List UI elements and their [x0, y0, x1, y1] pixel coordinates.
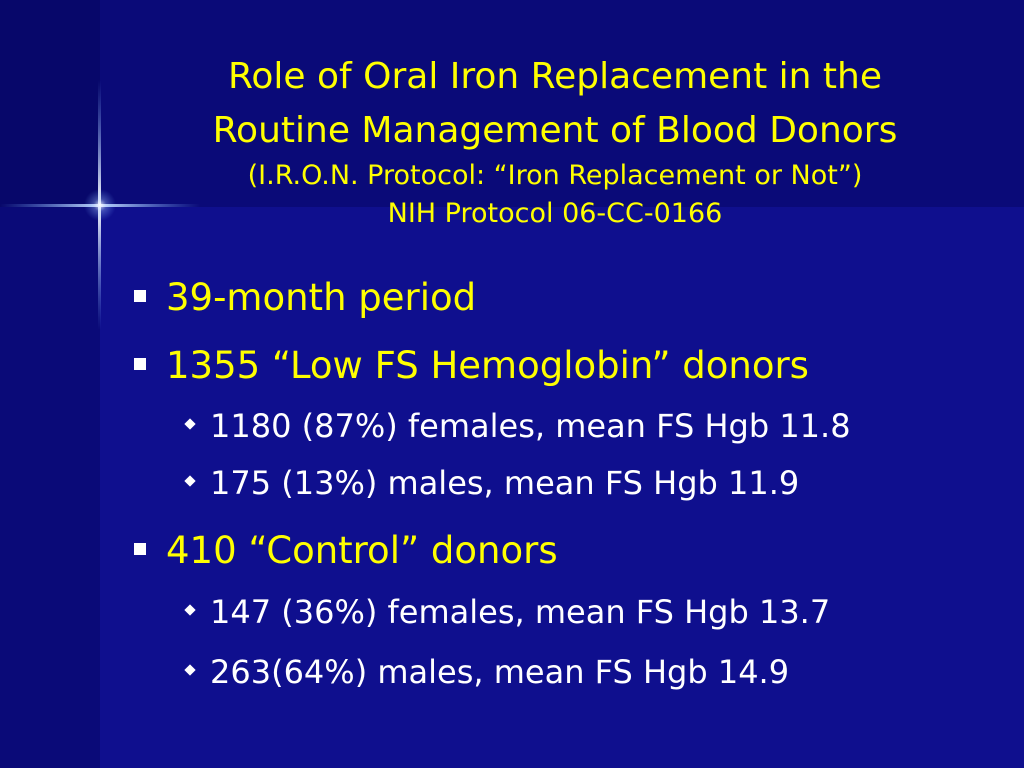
- diamond-bullet-icon: [184, 418, 196, 430]
- bullet-text: 39-month period: [166, 276, 477, 319]
- square-bullet-icon: [134, 289, 146, 302]
- sub-bullet-item: 1180 (87%) females, mean FS Hgb 11.8: [184, 406, 851, 446]
- subtitle-protocol: (I.R.O.N. Protocol: “Iron Replacement or…: [247, 160, 863, 191]
- square-bullet-icon: [134, 542, 146, 555]
- title-line-1: Role of Oral Iron Replacement in the: [227, 56, 883, 97]
- bullet-item: 39-month period: [134, 276, 476, 320]
- bullet-text: 1355 “Low FS Hemoglobin” donors: [166, 344, 809, 387]
- corner-band: [0, 0, 100, 207]
- sub-bullet-text: 147 (36%) females, mean FS Hgb 13.7: [210, 593, 831, 631]
- sub-bullet-item: 263(64%) males, mean FS Hgb 14.9: [184, 652, 790, 692]
- bullet-item: 410 “Control” donors: [134, 529, 558, 573]
- title-line-2: Routine Management of Blood Donors: [212, 110, 898, 151]
- sub-bullet-text: 175 (13%) males, mean FS Hgb 11.9: [210, 464, 800, 502]
- diamond-bullet-icon: [184, 475, 196, 487]
- diamond-bullet-icon: [184, 604, 196, 616]
- sub-bullet-item: 175 (13%) males, mean FS Hgb 11.9: [184, 463, 800, 503]
- bullet-text: 410 “Control” donors: [166, 529, 558, 572]
- subtitle-nih: NIH Protocol 06-CC-0166: [387, 198, 723, 229]
- sub-bullet-text: 263(64%) males, mean FS Hgb 14.9: [210, 653, 790, 691]
- top-band: [0, 0, 1024, 207]
- sub-bullet-item: 147 (36%) females, mean FS Hgb 13.7: [184, 592, 831, 632]
- sub-bullet-text: 1180 (87%) females, mean FS Hgb 11.8: [210, 407, 851, 445]
- diamond-bullet-icon: [184, 664, 196, 676]
- bullet-item: 1355 “Low FS Hemoglobin” donors: [134, 344, 809, 388]
- square-bullet-icon: [134, 357, 146, 370]
